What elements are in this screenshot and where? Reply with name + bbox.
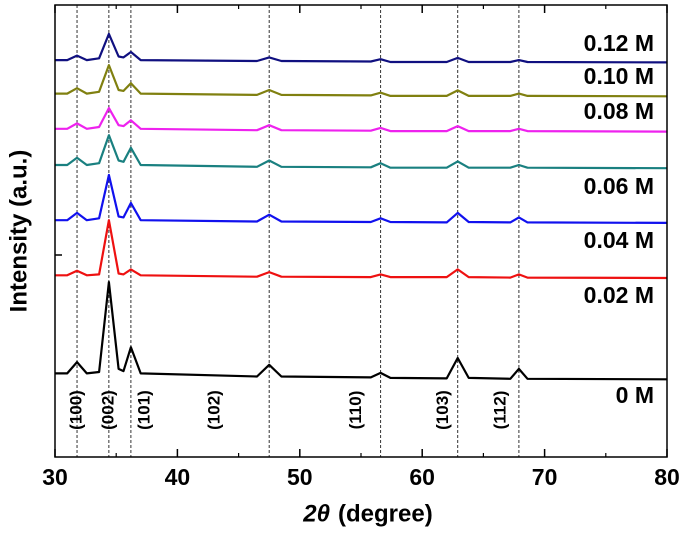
x-tick-label: 80 [654,464,680,490]
x-tick-label: 70 [532,464,558,490]
series-label: 0 M [616,382,654,408]
reflection-label: (101) [134,390,153,430]
x-tick-label: 50 [287,464,313,490]
x-axis-label-unit: (degree) [338,500,433,527]
x-tick-label: 60 [409,464,435,490]
reflection-label: (103) [433,390,452,430]
series-line [55,219,668,280]
series-label: 0.12 M [584,30,654,56]
series-label: 0.10 M [584,63,654,89]
series-line [55,107,668,133]
series-line [55,32,668,64]
series-label: 0.06 M [584,173,654,199]
reflection-label: (102) [205,390,224,430]
series-line [55,134,668,170]
series-line [55,173,668,224]
y-axis-label: Intensity (a.u.) [5,150,32,313]
x-axis-label-symbol: 2θ [302,500,330,527]
series-label: 0.02 M [584,282,654,308]
series-line [55,281,668,381]
reflection-label: (002) [98,390,117,430]
series-label: 0.08 M [584,98,654,124]
x-tick-label: 40 [165,464,191,490]
reflection-label: (112) [490,391,509,430]
reflection-label: (100) [67,390,86,430]
series-line [55,63,668,98]
plot-frame [54,4,668,458]
x-tick-label: 30 [42,464,68,490]
reflection-label: (110) [346,391,365,430]
series-label: 0.04 M [584,227,654,253]
